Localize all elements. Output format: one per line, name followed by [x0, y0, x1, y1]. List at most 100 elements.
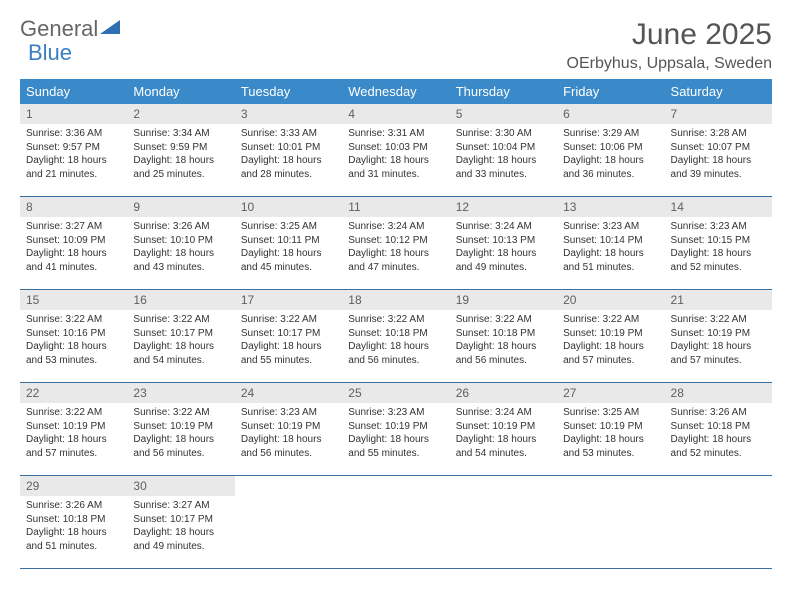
weekday-header: Monday — [127, 79, 234, 104]
calendar-cell: 20Sunrise: 3:22 AMSunset: 10:19 PMDaylig… — [557, 290, 664, 383]
daylight-line: Daylight: 18 hours and 57 minutes. — [671, 340, 766, 367]
sunrise-line: Sunrise: 3:30 AM — [456, 127, 551, 141]
weekday-header: Wednesday — [342, 79, 449, 104]
calendar-cell: 16Sunrise: 3:22 AMSunset: 10:17 PMDaylig… — [127, 290, 234, 383]
day-number: 17 — [235, 290, 342, 310]
sunset-line: Sunset: 10:19 PM — [456, 420, 551, 434]
calendar-table: SundayMondayTuesdayWednesdayThursdayFrid… — [20, 79, 772, 569]
daylight-line: Daylight: 18 hours and 57 minutes. — [563, 340, 658, 367]
sunset-line: Sunset: 10:04 PM — [456, 141, 551, 155]
calendar-row: 29Sunrise: 3:26 AMSunset: 10:18 PMDaylig… — [20, 476, 772, 569]
sunset-line: Sunset: 10:17 PM — [133, 513, 228, 527]
daylight-line: Daylight: 18 hours and 56 minutes. — [456, 340, 551, 367]
sunrise-line: Sunrise: 3:22 AM — [133, 313, 228, 327]
calendar-cell-empty — [342, 476, 449, 569]
sunrise-line: Sunrise: 3:31 AM — [348, 127, 443, 141]
daylight-line: Daylight: 18 hours and 47 minutes. — [348, 247, 443, 274]
sunrise-line: Sunrise: 3:23 AM — [563, 220, 658, 234]
calendar-cell: 21Sunrise: 3:22 AMSunset: 10:19 PMDaylig… — [665, 290, 772, 383]
calendar-cell: 11Sunrise: 3:24 AMSunset: 10:12 PMDaylig… — [342, 197, 449, 290]
sunset-line: Sunset: 10:18 PM — [348, 327, 443, 341]
daylight-line: Daylight: 18 hours and 31 minutes. — [348, 154, 443, 181]
daylight-line: Daylight: 18 hours and 52 minutes. — [671, 433, 766, 460]
sunset-line: Sunset: 10:15 PM — [671, 234, 766, 248]
calendar-cell: 13Sunrise: 3:23 AMSunset: 10:14 PMDaylig… — [557, 197, 664, 290]
title-block: June 2025 OErbyhus, Uppsala, Sweden — [567, 18, 772, 73]
sunrise-line: Sunrise: 3:25 AM — [241, 220, 336, 234]
calendar-cell: 2Sunrise: 3:34 AMSunset: 9:59 PMDaylight… — [127, 104, 234, 197]
day-number: 2 — [127, 104, 234, 124]
daylight-line: Daylight: 18 hours and 56 minutes. — [241, 433, 336, 460]
calendar-row: 1Sunrise: 3:36 AMSunset: 9:57 PMDaylight… — [20, 104, 772, 197]
calendar-cell: 26Sunrise: 3:24 AMSunset: 10:19 PMDaylig… — [450, 383, 557, 476]
calendar-cell: 5Sunrise: 3:30 AMSunset: 10:04 PMDayligh… — [450, 104, 557, 197]
day-number: 10 — [235, 197, 342, 217]
daylight-line: Daylight: 18 hours and 57 minutes. — [26, 433, 121, 460]
daylight-line: Daylight: 18 hours and 25 minutes. — [133, 154, 228, 181]
sunrise-line: Sunrise: 3:22 AM — [26, 313, 121, 327]
day-number: 15 — [20, 290, 127, 310]
daylight-line: Daylight: 18 hours and 55 minutes. — [348, 433, 443, 460]
sunrise-line: Sunrise: 3:29 AM — [563, 127, 658, 141]
daylight-line: Daylight: 18 hours and 51 minutes. — [563, 247, 658, 274]
sunrise-line: Sunrise: 3:33 AM — [241, 127, 336, 141]
calendar-cell: 24Sunrise: 3:23 AMSunset: 10:19 PMDaylig… — [235, 383, 342, 476]
calendar-cell-empty — [557, 476, 664, 569]
logo: General — [20, 18, 122, 40]
day-number: 26 — [450, 383, 557, 403]
sunset-line: Sunset: 10:18 PM — [671, 420, 766, 434]
day-number: 22 — [20, 383, 127, 403]
calendar-cell: 14Sunrise: 3:23 AMSunset: 10:15 PMDaylig… — [665, 197, 772, 290]
sunset-line: Sunset: 10:09 PM — [26, 234, 121, 248]
daylight-line: Daylight: 18 hours and 39 minutes. — [671, 154, 766, 181]
daylight-line: Daylight: 18 hours and 54 minutes. — [133, 340, 228, 367]
sunset-line: Sunset: 10:18 PM — [456, 327, 551, 341]
weekday-header: Saturday — [665, 79, 772, 104]
calendar-cell: 19 Sunrise: 3:22 AMSunset: 10:18 PMDaylig… — [450, 290, 557, 383]
triangle-icon — [98, 18, 122, 40]
weekday-header: Sunday — [20, 79, 127, 104]
logo-text-blue: Blue — [28, 40, 72, 66]
daylight-line: Daylight: 18 hours and 53 minutes. — [563, 433, 658, 460]
sunrise-line: Sunrise: 3:36 AM — [26, 127, 121, 141]
sunset-line: Sunset: 10:12 PM — [348, 234, 443, 248]
weekday-header: Thursday — [450, 79, 557, 104]
calendar-cell: 4Sunrise: 3:31 AMSunset: 10:03 PMDayligh… — [342, 104, 449, 197]
sunset-line: Sunset: 10:10 PM — [133, 234, 228, 248]
day-number: 3 — [235, 104, 342, 124]
calendar-cell: 1Sunrise: 3:36 AMSunset: 9:57 PMDaylight… — [20, 104, 127, 197]
header: General June 2025 OErbyhus, Uppsala, Swe… — [20, 18, 772, 73]
daylight-line: Daylight: 18 hours and 53 minutes. — [26, 340, 121, 367]
sunset-line: Sunset: 10:17 PM — [241, 327, 336, 341]
sunrise-line: Sunrise: 3:26 AM — [26, 499, 121, 513]
day-number: 19 — [450, 290, 557, 310]
daylight-line: Daylight: 18 hours and 33 minutes. — [456, 154, 551, 181]
calendar-cell: 15 Sunrise: 3:22 AMSunset: 10:16 PMDaylig… — [20, 290, 127, 383]
calendar-cell-empty — [450, 476, 557, 569]
sunset-line: Sunset: 10:19 PM — [671, 327, 766, 341]
day-number: 4 — [342, 104, 449, 124]
calendar-cell: 12Sunrise: 3:24 AMSunset: 10:13 PMDaylig… — [450, 197, 557, 290]
daylight-line: Daylight: 18 hours and 56 minutes. — [133, 433, 228, 460]
calendar-cell: 10Sunrise: 3:25 AMSunset: 10:11 PMDaylig… — [235, 197, 342, 290]
day-number: 27 — [557, 383, 664, 403]
day-number: 23 — [127, 383, 234, 403]
daylight-line: Daylight: 18 hours and 45 minutes. — [241, 247, 336, 274]
calendar-cell: 29Sunrise: 3:26 AMSunset: 10:18 PMDaylig… — [20, 476, 127, 569]
daylight-line: Daylight: 18 hours and 56 minutes. — [348, 340, 443, 367]
sunrise-line: Sunrise: 3:27 AM — [26, 220, 121, 234]
sunrise-line: Sunrise: 3:22 AM — [456, 313, 551, 327]
sunset-line: Sunset: 10:19 PM — [563, 327, 658, 341]
daylight-line: Daylight: 18 hours and 54 minutes. — [456, 433, 551, 460]
sunrise-line: Sunrise: 3:25 AM — [563, 406, 658, 420]
daylight-line: Daylight: 18 hours and 41 minutes. — [26, 247, 121, 274]
sunset-line: Sunset: 10:16 PM — [26, 327, 121, 341]
calendar-row: 22Sunrise: 3:22 AMSunset: 10:19 PMDaylig… — [20, 383, 772, 476]
sunrise-line: Sunrise: 3:22 AM — [563, 313, 658, 327]
daylight-line: Daylight: 18 hours and 43 minutes. — [133, 247, 228, 274]
day-number: 7 — [665, 104, 772, 124]
sunrise-line: Sunrise: 3:23 AM — [671, 220, 766, 234]
weekday-header: Friday — [557, 79, 664, 104]
calendar-cell: 17Sunrise: 3:22 AMSunset: 10:17 PMDaylig… — [235, 290, 342, 383]
calendar-row: 8Sunrise: 3:27 AMSunset: 10:09 PMDayligh… — [20, 197, 772, 290]
